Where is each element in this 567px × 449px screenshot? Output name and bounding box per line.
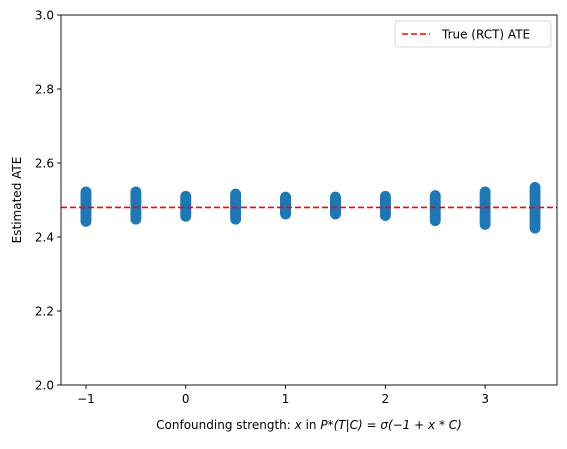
y-tick-label: 2.2 xyxy=(35,304,54,318)
legend-box xyxy=(394,20,552,48)
y-tick-label: 2.0 xyxy=(35,378,54,392)
x-axis-label-variable: x xyxy=(294,418,303,432)
data-point-9-23 xyxy=(529,182,541,193)
data-point-1-23 xyxy=(130,186,142,198)
x-tick-label: 0 xyxy=(182,392,190,406)
data-point-7-23 xyxy=(429,190,441,201)
x-axis-label: Confounding strength: x in P*(T|C) = σ(−… xyxy=(156,418,462,432)
data-point-2-23 xyxy=(180,190,192,202)
legend-entry-true-ate: True (RCT) ATE xyxy=(441,28,530,42)
x-axis-label-formula: P*(T|C) = σ(−1 + x * C) xyxy=(320,418,462,432)
y-tick-label: 3.0 xyxy=(35,8,54,22)
x-tick-label: 1 xyxy=(282,392,290,406)
y-axis: 2.0 2.2 2.4 2.6 2.8 3.0 xyxy=(35,8,61,392)
x-tick-label: 2 xyxy=(382,392,390,406)
data-point-3-23 xyxy=(230,188,242,200)
x-axis: −1 0 1 2 3 xyxy=(77,385,489,406)
plot-area xyxy=(60,14,558,386)
y-axis-label: Estimated ATE xyxy=(10,157,24,244)
y-tick-label: 2.4 xyxy=(35,230,54,244)
data-point-5-23 xyxy=(330,191,341,203)
x-axis-label-prefix: Confounding strength: xyxy=(156,418,295,432)
y-tick-label: 2.6 xyxy=(35,156,54,170)
y-tick-label: 2.8 xyxy=(35,82,54,96)
x-tick-label: 3 xyxy=(481,392,489,406)
legend: True (RCT) ATE xyxy=(394,20,552,48)
data-point-6-23 xyxy=(379,190,391,202)
x-tick-label: −1 xyxy=(77,392,95,406)
data-point-8-23 xyxy=(479,186,491,198)
data-point-4-23 xyxy=(280,191,291,203)
data-point-0-23 xyxy=(80,186,92,198)
scatter-points xyxy=(80,182,541,234)
x-axis-label-in: in xyxy=(302,418,321,432)
